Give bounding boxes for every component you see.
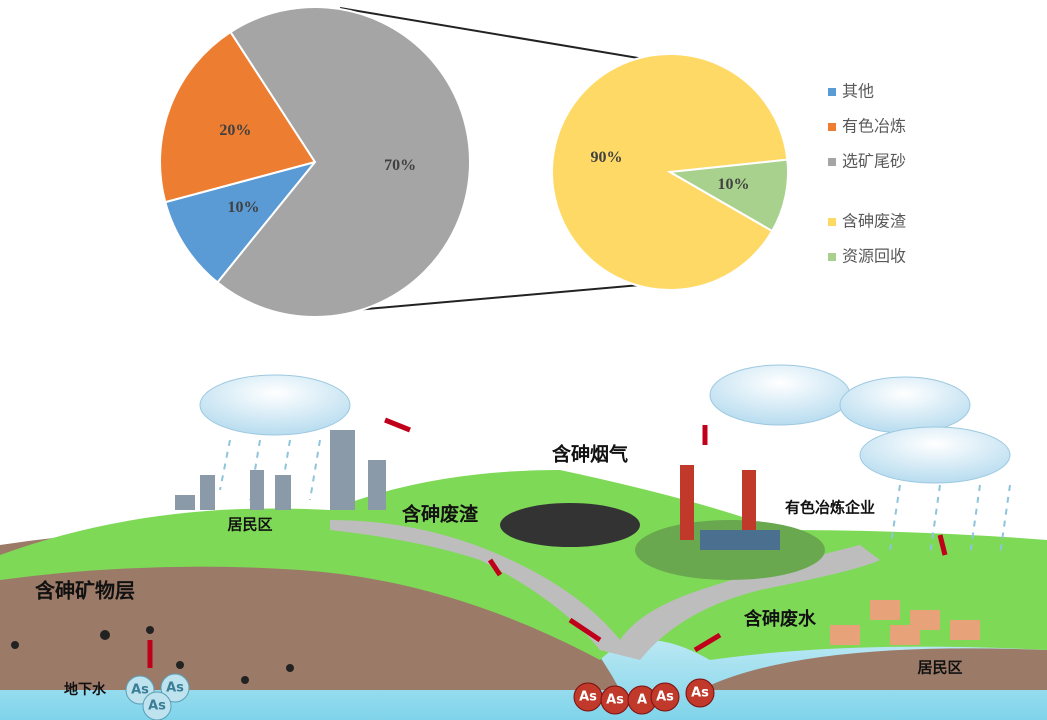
- data-label: 70%: [384, 157, 416, 174]
- as-label: As: [606, 693, 624, 708]
- legend-entry: 其他: [842, 82, 874, 101]
- data-label: 10%: [228, 199, 260, 216]
- illustration-label: 含砷烟气: [552, 443, 628, 466]
- houses: [830, 600, 980, 645]
- data-label: 10%: [717, 176, 749, 193]
- illustration-label: 含砷矿物层: [35, 579, 135, 603]
- factory: [635, 465, 825, 580]
- connector: [354, 284, 641, 311]
- as-bubble: [685, 678, 715, 708]
- illustration-label: 含砷废水: [744, 608, 817, 630]
- arrows: [147, 417, 948, 668]
- data-label: 90%: [591, 149, 623, 166]
- as-bubble: [650, 682, 680, 712]
- illustration-label: 有色冶炼企业: [785, 499, 875, 517]
- legend-swatch: [828, 158, 836, 166]
- data-label: 20%: [219, 122, 251, 139]
- legend-entry: 资源回收: [842, 247, 906, 266]
- pie-slice: [666, 158, 789, 233]
- legend-swatch: [828, 123, 836, 131]
- as-label: As: [131, 683, 149, 698]
- legend-entry: 含砷废渣: [842, 212, 906, 231]
- clouds: [199, 364, 1011, 484]
- rocks: [11, 626, 294, 684]
- pie-slice: [216, 6, 471, 318]
- legend-entry: 有色冶炼: [842, 117, 906, 136]
- illustration-label: 居民区: [917, 659, 962, 677]
- waste-stream: [330, 520, 880, 660]
- as-label: As: [166, 681, 184, 696]
- illustration-label: 地下水: [64, 681, 107, 698]
- as-label: As: [148, 699, 166, 714]
- as-bubble: [160, 673, 190, 703]
- as-label: A: [637, 693, 647, 708]
- as-label: As: [656, 690, 674, 705]
- hills: [0, 470, 1047, 660]
- legend-entry: 选矿尾砂: [842, 152, 906, 171]
- as-label: As: [691, 686, 709, 701]
- city: [175, 430, 386, 510]
- slag-heap: [500, 503, 640, 547]
- illustration-label: 居民区: [227, 516, 272, 534]
- connector: [339, 7, 663, 63]
- legend-swatch: [828, 253, 836, 261]
- pie-slice: [159, 30, 317, 204]
- illustration-label: 含砷废渣: [402, 503, 479, 526]
- legend-swatch: [828, 88, 836, 96]
- as-bubble: [142, 691, 172, 720]
- legend-swatch: [828, 218, 836, 226]
- as-label: As: [579, 690, 597, 705]
